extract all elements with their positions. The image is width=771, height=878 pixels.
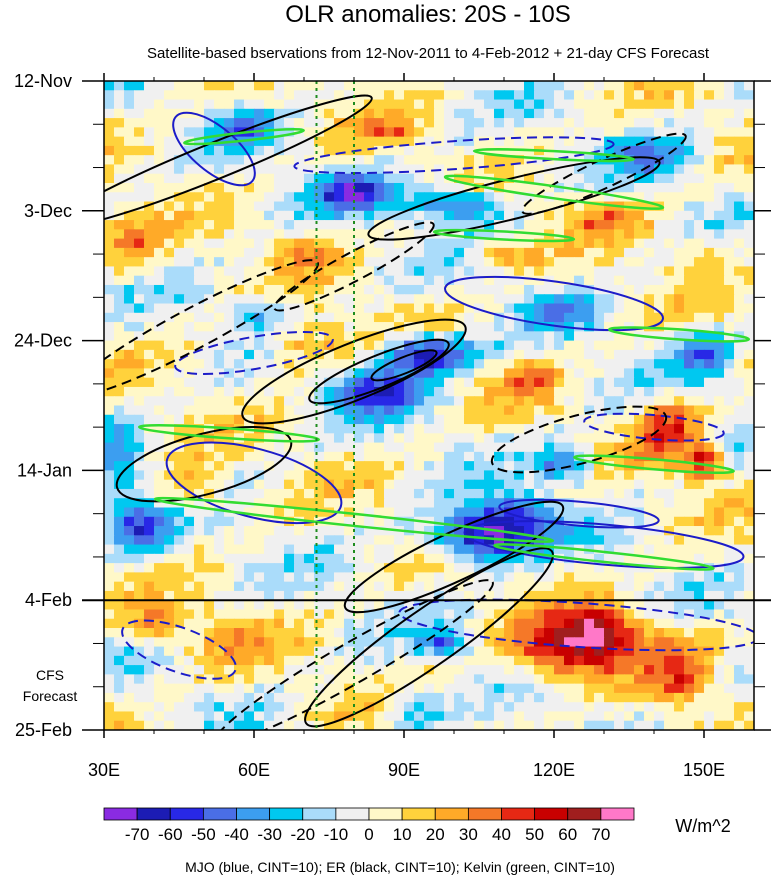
colorbar-label: 20 xyxy=(426,825,445,844)
mjo-contour xyxy=(398,598,754,652)
mjo-contour xyxy=(121,619,237,680)
colorbar-swatch xyxy=(202,807,237,821)
colorbar-label: 60 xyxy=(558,825,577,844)
colorbar-swatch xyxy=(169,807,204,821)
colorbar-label: -50 xyxy=(191,825,216,844)
colorbar-label: 50 xyxy=(525,825,544,844)
er-contour xyxy=(308,338,450,405)
colorbar-label: 10 xyxy=(393,825,412,844)
kelvin-contour xyxy=(183,127,305,146)
mjo-contour xyxy=(293,136,615,175)
er-contour xyxy=(304,547,554,728)
y-tick-label: 25-Feb xyxy=(15,720,72,740)
colorbar-swatch xyxy=(434,807,469,821)
colorbar-swatch xyxy=(567,807,602,821)
y-axis: 12-Nov 3-Dec 24-Dec 14-Jan 4-Feb 25-Feb xyxy=(14,71,771,740)
x-tick-label: 150E xyxy=(683,760,725,780)
chart-title: OLR anomalies: 20S - 10S xyxy=(285,1,570,28)
er-contour xyxy=(214,579,494,730)
y-tick-label: 3-Dec xyxy=(24,201,72,221)
x-tick-label: 60E xyxy=(238,760,270,780)
colorbar-label: 0 xyxy=(364,825,373,844)
colorbar-swatch xyxy=(335,807,370,821)
forecast-label-line2: Forecast xyxy=(23,688,78,704)
kelvin-contour xyxy=(573,454,735,475)
colorbar-label: -10 xyxy=(324,825,349,844)
colorbar-units: W/m^2 xyxy=(675,816,730,836)
colorbar-swatch xyxy=(600,807,635,821)
kelvin-contour xyxy=(493,543,715,571)
colorbar-label: 40 xyxy=(492,825,511,844)
er-contour xyxy=(490,405,668,474)
x-axis: 30E 60E 90E 120E 150E xyxy=(88,73,725,780)
colorbar-swatch xyxy=(136,807,171,821)
x-tick-label: 120E xyxy=(533,760,575,780)
mjo-contour xyxy=(172,111,256,187)
y-tick-label: 4-Feb xyxy=(25,590,72,610)
anomaly-field xyxy=(104,81,754,730)
kelvin-contour xyxy=(153,496,555,543)
y-tick-label: 24-Dec xyxy=(14,331,72,351)
reference-lines xyxy=(315,81,355,730)
colorbar-label: 30 xyxy=(459,825,478,844)
mjo-contour xyxy=(583,412,725,442)
colorbar-swatch xyxy=(103,807,138,821)
er-contour xyxy=(104,259,319,398)
contour-legend: MJO (blue, CINT=10); ER (black, CINT=10)… xyxy=(185,859,615,875)
wave-filter-contours xyxy=(104,94,754,730)
colorbar-label: -20 xyxy=(290,825,315,844)
y-tick-label: 12-Nov xyxy=(14,71,72,91)
kelvin-contour xyxy=(607,326,751,343)
er-contour xyxy=(367,156,661,241)
er-contour xyxy=(273,221,435,312)
colorbar-swatch xyxy=(401,807,436,821)
forecast-label-line1: CFS xyxy=(36,667,64,683)
colorbar-swatch xyxy=(501,807,536,821)
er-contour xyxy=(241,318,467,425)
colorbar-label: 70 xyxy=(591,825,610,844)
colorbar-label: -30 xyxy=(257,825,282,844)
mjo-contour xyxy=(463,520,745,569)
colorbar-label: -60 xyxy=(158,825,183,844)
plot-frame xyxy=(103,80,755,731)
mjo-contour xyxy=(444,275,664,332)
plot-area: 12-Nov 3-Dec 24-Dec 14-Jan 4-Feb 25-Feb 30E 60… xyxy=(14,71,771,780)
kelvin-contour xyxy=(443,174,665,210)
colorbar-swatch xyxy=(269,807,304,821)
colorbar-swatch xyxy=(302,807,337,821)
colorbar-swatch xyxy=(467,807,502,821)
mjo-contour xyxy=(174,330,334,375)
colorbar-label: -40 xyxy=(224,825,249,844)
kelvin-contour xyxy=(472,148,636,163)
kelvin-contour xyxy=(137,424,321,443)
x-tick-label: 30E xyxy=(88,760,120,780)
mjo-contour xyxy=(498,498,660,529)
y-tick-label: 14-Jan xyxy=(17,460,72,480)
colorbar-label: -70 xyxy=(125,825,150,844)
mjo-contour xyxy=(165,441,343,525)
kelvin-contour xyxy=(432,228,576,243)
chart-subtitle: Satellite-based bservations from 12-Nov-… xyxy=(147,45,710,62)
colorbar-swatch xyxy=(236,807,271,821)
colorbar-swatch xyxy=(534,807,569,821)
x-tick-label: 90E xyxy=(388,760,420,780)
er-contour xyxy=(370,349,438,382)
colorbar: -70 -60 -50 -40 -30 -20 -10 0 10 20 30 40 50 60 70 xyxy=(103,807,635,844)
colorbar-swatch xyxy=(368,807,403,821)
